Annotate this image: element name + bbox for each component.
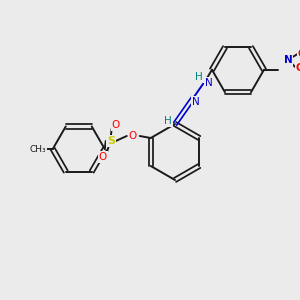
Text: O: O (298, 49, 300, 59)
Text: O: O (112, 120, 120, 130)
Text: N: N (284, 55, 292, 65)
Text: O: O (129, 131, 137, 141)
Text: H: H (195, 72, 203, 82)
Text: O: O (296, 63, 300, 73)
Text: S: S (107, 136, 115, 146)
Text: H: H (164, 116, 172, 126)
Text: N: N (193, 97, 200, 107)
Text: CH₃: CH₃ (29, 145, 46, 154)
Text: N: N (205, 78, 213, 88)
Text: O: O (99, 152, 107, 162)
